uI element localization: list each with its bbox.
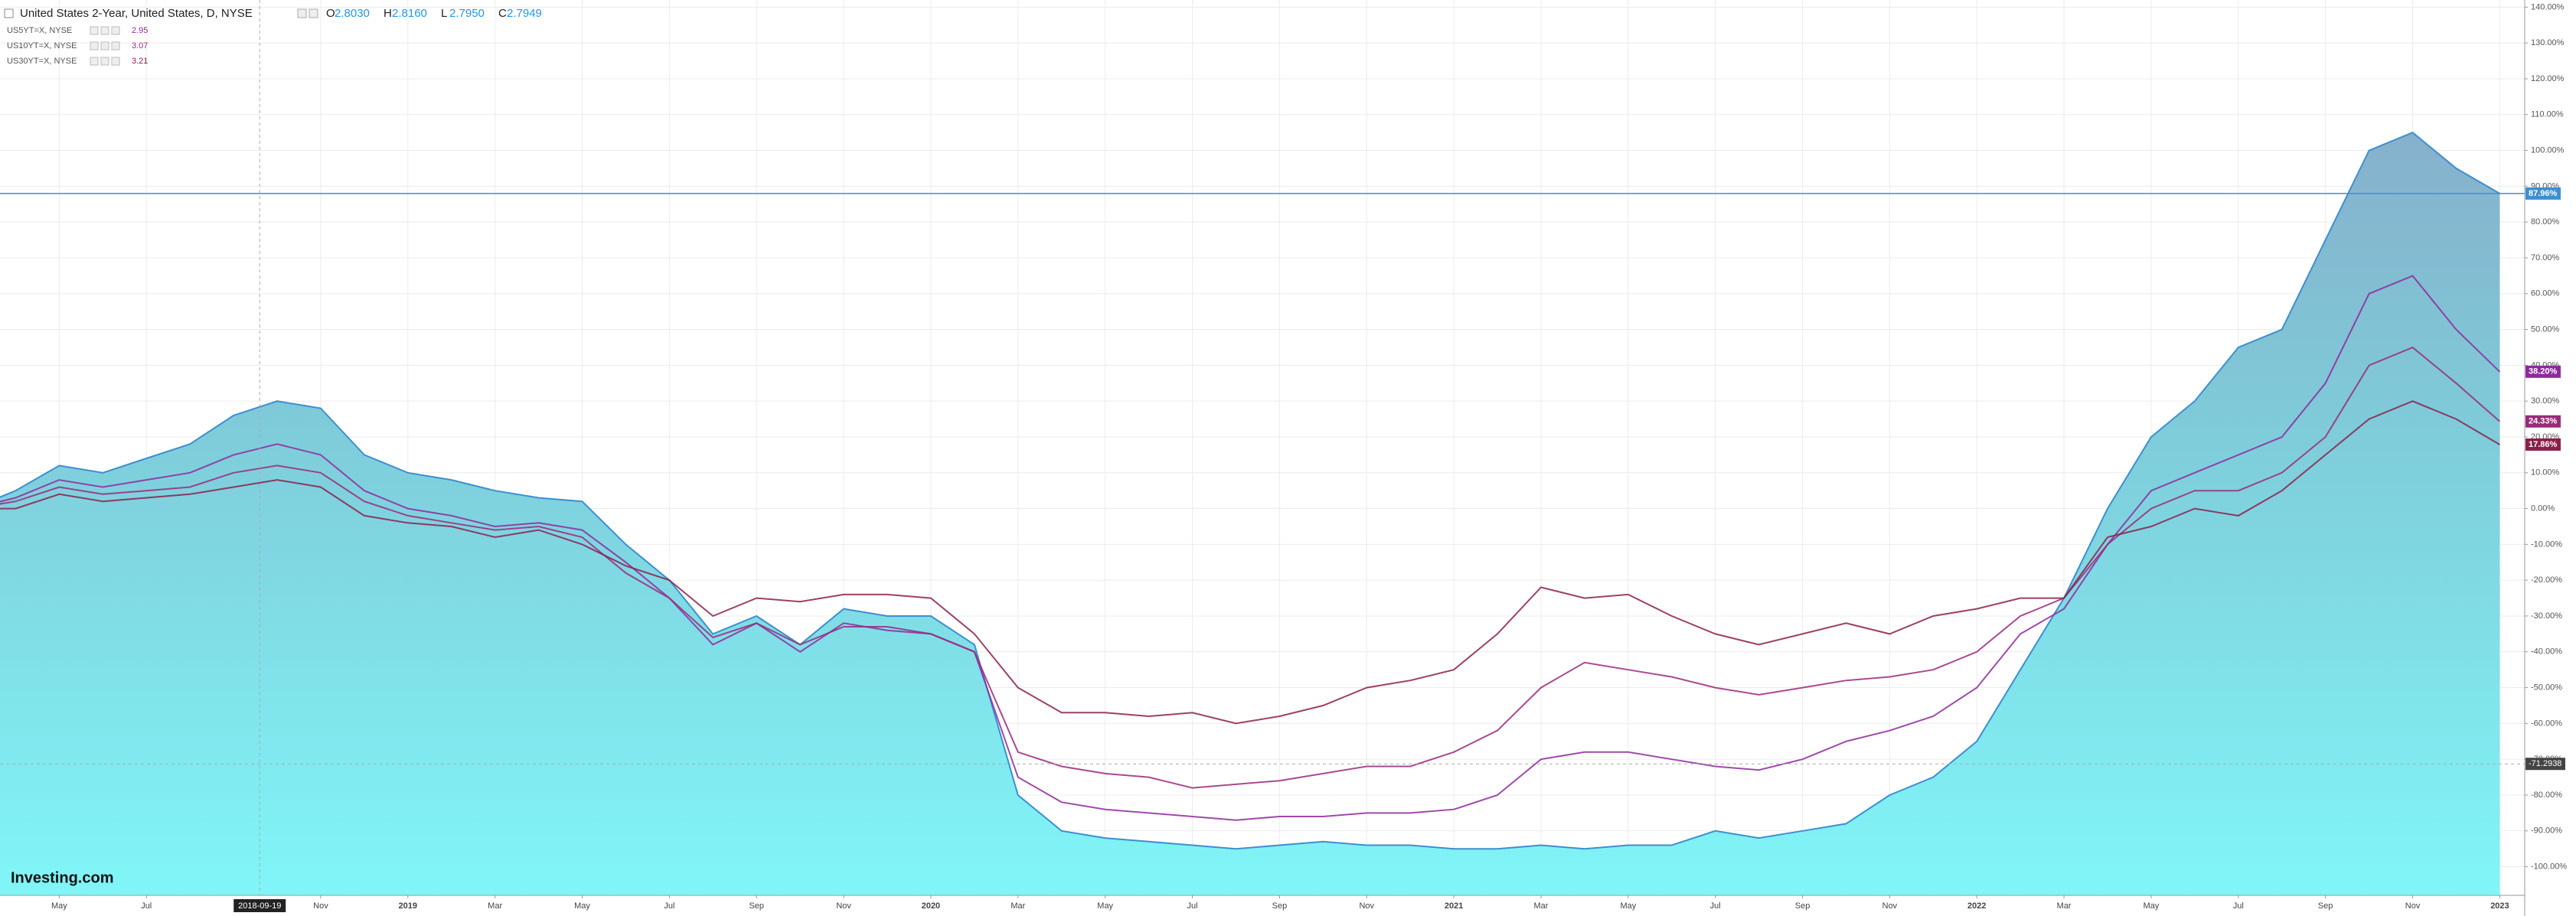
y-tick-label: 100.00% [2531,145,2565,155]
legend-value: 3.07 [132,41,148,51]
legend-button[interactable] [100,57,109,66]
settings-icon[interactable] [297,8,307,18]
price-tag-label: 38.20% [2529,367,2558,377]
logo: Investing.com [11,869,113,886]
line [0,346,2501,789]
ohlc-value: 2.8160 [392,7,427,20]
legend-button[interactable] [90,57,99,66]
x-tick-label: May [1097,901,1113,911]
legend-button[interactable] [100,41,109,51]
y-tick-label: -90.00% [2531,826,2562,836]
x-tick-label: Nov [2405,901,2421,911]
x-tick-label: Nov [1359,901,1374,911]
crosshair-x-tag [233,899,286,912]
x-tick-label: 2021 [1445,901,1463,911]
y-tick-label: -60.00% [2531,719,2562,728]
x-tick-label: Jul [141,901,152,911]
x-tick-label: 2019 [399,901,417,911]
x-tick-label: Sep [749,901,764,911]
y-tick-label: -30.00% [2531,611,2562,621]
x-tick-label: Nov [1882,901,1898,911]
collapse-icon[interactable] [4,8,14,18]
plot-area [0,132,2501,895]
x-tick-label: May [51,901,67,911]
legend-value: 3.21 [132,57,148,66]
x-tick-label: Mar [1534,901,1549,911]
x-tick-label: Mar [1010,901,1025,911]
price-tag [2525,187,2561,200]
legend-button[interactable] [111,26,120,35]
y-tick-label: 80.00% [2531,217,2560,227]
crosshair-x-label: 2018-09-19 [238,901,281,911]
price-tag-label: 24.33% [2529,417,2558,426]
y-tick-label: -80.00% [2531,790,2562,800]
y-tick-label: 30.00% [2531,396,2560,406]
y-tick-label: -20.00% [2531,575,2562,585]
y-tick-label: 140.00% [2531,2,2565,11]
legend-button[interactable] [100,26,109,35]
line [0,400,2500,725]
y-tick-label: 110.00% [2531,110,2564,119]
close-icon[interactable] [309,8,318,18]
line [0,275,2501,821]
crosshair-y-label: -71.2938 [2529,759,2561,768]
x-tick-label: May [2143,901,2160,911]
y-tick-label: 10.00% [2531,468,2560,478]
price-tag-label: 87.96% [2529,189,2558,198]
ohlc-value: 2.7949 [507,7,542,20]
x-tick-label: Mar [2057,901,2072,911]
y-tick-label: -100.00% [2531,862,2567,871]
x-tick-label: Jul [1710,901,1721,911]
area-fill [0,132,2500,895]
y-tick-label: -10.00% [2531,539,2562,549]
x-tick-label: May [574,901,590,911]
ohlc-value: 2.7950 [449,7,485,20]
legend-button[interactable] [111,41,120,51]
ohlc-value: 2.8030 [335,7,370,20]
y-tick-label: 120.00% [2531,74,2565,83]
legend-name: US30YT=X, NYSE [7,57,77,66]
legend-name: US5YT=X, NYSE [7,26,72,35]
ohlc-key: H [384,7,392,20]
price-tag [2525,438,2561,451]
ohlc-key: L [441,7,447,20]
legend-name: US10YT=X, NYSE [7,41,77,51]
crosshair-y-tag [2525,758,2565,771]
legend-button[interactable] [90,26,99,35]
header: United States 2-Year, United States, D, … [4,7,542,66]
price-tag [2525,365,2561,378]
x-tick-label: Nov [836,901,851,911]
legend-button[interactable] [90,41,99,51]
x-tick-label: 2023 [2490,901,2509,911]
legend-value: 2.95 [132,26,148,35]
y-tick-label: 60.00% [2531,289,2560,298]
x-tick-label: Jul [1187,901,1198,911]
x-tick-label: Jul [664,901,674,911]
price-tag-label: 17.86% [2529,440,2558,449]
x-tick-label: Nov [313,901,328,911]
area-line [0,132,2500,850]
price-tag [2525,415,2561,428]
y-tick-label: 0.00% [2531,504,2555,513]
x-tick-label: Mar [488,901,502,911]
y-tick-label: -40.00% [2531,647,2562,657]
x-tick-label: Sep [1795,901,1810,911]
legend-button[interactable] [111,57,120,66]
ohlc-key: C [498,7,507,20]
x-tick-label: 2022 [1967,901,1986,911]
x-tick-label: Sep [2318,901,2333,911]
x-tick-label: May [1620,901,1636,911]
x-tick-label: 2020 [922,901,940,911]
y-tick-label: -50.00% [2531,683,2562,692]
ohlc-key: O [326,7,335,20]
y-tick-label: 50.00% [2531,324,2560,334]
x-tick-label: Sep [1272,901,1288,911]
y-tick-label: 130.00% [2531,38,2565,47]
y-tick-label: 70.00% [2531,253,2560,262]
x-tick-label: Jul [2233,901,2244,911]
chart-title: United States 2-Year, United States, D, … [20,7,253,20]
